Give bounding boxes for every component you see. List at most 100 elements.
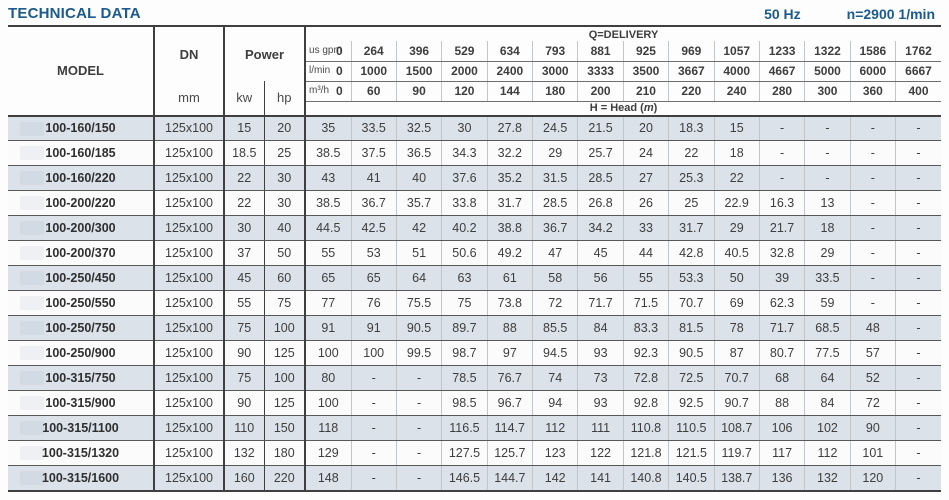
head-value-cell: - bbox=[849, 240, 896, 266]
table-header: MODEL DN Power Q=DELIVERY us gpm0 264 396 5… bbox=[8, 26, 941, 117]
head-label-suffix: ) bbox=[653, 101, 658, 114]
model-cell: 100-250/900 bbox=[8, 340, 155, 366]
table-row: 100-200/220 125x100 22 30 38.5 36.7 35.7 33.8 31… bbox=[8, 190, 941, 216]
head-value-cell: 24 bbox=[622, 140, 669, 166]
head-value-cell: 148 bbox=[305, 465, 352, 492]
head-value-cell: 36.7 bbox=[532, 215, 578, 241]
head-value-cell: 45 bbox=[577, 240, 624, 266]
head-value-cell: 56 bbox=[577, 265, 624, 291]
head-value-cell: - bbox=[849, 165, 896, 191]
head-value-cell: 36.7 bbox=[350, 190, 397, 216]
delivery-value: 0 bbox=[336, 83, 343, 98]
head-value-cell: - bbox=[895, 115, 941, 141]
head-value-cell: 31.7 bbox=[668, 215, 715, 241]
head-value-cell: - bbox=[395, 365, 442, 391]
head-value-cell: 37.6 bbox=[441, 165, 488, 191]
head-value-cell: - bbox=[350, 365, 397, 391]
head-value-cell: 71.7 bbox=[758, 315, 805, 341]
delivery-value-cell: 400 bbox=[895, 81, 941, 102]
title-right-group: 50 Hz n=2900 1/min bbox=[764, 6, 939, 22]
table-body: 100-160/150 125x100 15 20 35 33.5 32.5 30 27.8 24… bbox=[8, 115, 941, 492]
head-value-cell: 92.3 bbox=[622, 340, 669, 366]
head-value-cell: 25.7 bbox=[577, 140, 624, 166]
head-value-cell: 16.3 bbox=[758, 190, 805, 216]
head-value-cell: 55 bbox=[305, 240, 352, 266]
head-value-cell: 98.7 bbox=[441, 340, 488, 366]
head-value-cell: 110.8 bbox=[622, 415, 669, 441]
head-value-cell: 84 bbox=[577, 315, 624, 341]
head-value-cell: 75.5 bbox=[395, 290, 442, 316]
head-value-cell: 64 bbox=[395, 265, 442, 291]
power-column-header: Power bbox=[224, 26, 307, 81]
head-value-cell: - bbox=[758, 115, 805, 141]
head-value-cell: 27.8 bbox=[486, 115, 533, 141]
kw-cell: 55 bbox=[224, 290, 265, 316]
delivery-value-cell: 4667 bbox=[758, 61, 805, 82]
delivery-value-cell: 264 bbox=[350, 41, 397, 62]
head-value-cell: 96.7 bbox=[486, 390, 533, 416]
head-value-cell: - bbox=[895, 315, 941, 341]
head-value-cell: 40 bbox=[395, 165, 442, 191]
head-value-cell: 90.5 bbox=[395, 315, 442, 341]
head-value-cell: 21.5 bbox=[577, 115, 624, 141]
dn-cell: 125x100 bbox=[154, 440, 225, 466]
head-value-cell: 27 bbox=[622, 165, 669, 191]
head-value-cell: 28.5 bbox=[532, 190, 578, 216]
kw-cell: 30 bbox=[224, 215, 265, 241]
hp-cell: 220 bbox=[264, 465, 307, 492]
delivery-value-cell: 6667 bbox=[895, 61, 941, 82]
speed-label: n=2900 1/min bbox=[846, 6, 935, 22]
head-value-cell: 98.5 bbox=[441, 390, 488, 416]
head-value-cell: 42 bbox=[395, 215, 442, 241]
head-value-cell: 26.8 bbox=[577, 190, 624, 216]
head-value-cell: 35.7 bbox=[395, 190, 442, 216]
delivery-value-cell: 793 bbox=[532, 41, 578, 62]
head-value-cell: 127.5 bbox=[441, 440, 488, 466]
hp-cell: 50 bbox=[264, 240, 307, 266]
model-cell: 100-250/750 bbox=[8, 315, 155, 341]
delivery-value-cell: 881 bbox=[577, 41, 624, 62]
head-value-cell: 112 bbox=[532, 415, 578, 441]
head-value-cell: 32.8 bbox=[758, 240, 805, 266]
head-value-cell: 100 bbox=[350, 340, 397, 366]
head-label-unit: m bbox=[643, 101, 654, 114]
head-value-cell: 136 bbox=[758, 465, 805, 492]
head-value-cell: 99.5 bbox=[395, 340, 442, 366]
frequency-label: 50 Hz bbox=[764, 6, 801, 22]
model-cell: 100-200/370 bbox=[8, 240, 155, 266]
head-value-cell: 141 bbox=[577, 465, 624, 492]
head-value-cell: 41 bbox=[350, 165, 397, 191]
dn-cell: 125x100 bbox=[154, 315, 225, 341]
delivery-value-cell: 144 bbox=[486, 81, 533, 102]
head-value-cell: 70.7 bbox=[713, 365, 760, 391]
head-value-cell: 48 bbox=[849, 315, 896, 341]
head-value-cell: 31.7 bbox=[486, 190, 533, 216]
head-value-cell: 125.7 bbox=[486, 440, 533, 466]
kw-cell: 22 bbox=[224, 165, 265, 191]
dn-cell: 125x100 bbox=[154, 265, 225, 291]
delivery-value-cell: 925 bbox=[622, 41, 669, 62]
delivery-value-cell: 90 bbox=[395, 81, 442, 102]
head-value-cell: 22 bbox=[713, 165, 760, 191]
model-cell: 100-315/1100 bbox=[8, 415, 155, 441]
head-value-cell: 71.5 bbox=[622, 290, 669, 316]
head-value-cell: 78 bbox=[713, 315, 760, 341]
kw-cell: 37 bbox=[224, 240, 265, 266]
delivery-value-cell: 3000 bbox=[532, 61, 578, 82]
unit-row-m3h: mm kw hp m³/h 0 60 90 120 144 180 200 210 220 240 2… bbox=[8, 81, 941, 117]
table-row: 100-315/1100 125x100 110 150 118- -116.5 114.7… bbox=[8, 415, 941, 441]
head-value-cell: - bbox=[350, 465, 397, 492]
kw-cell: 160 bbox=[224, 465, 265, 492]
head-value-cell: 84 bbox=[804, 390, 851, 416]
technical-data-table: MODEL DN Power Q=DELIVERY us gpm0 264 396 5… bbox=[8, 25, 941, 492]
hp-cell: 25 bbox=[264, 140, 307, 166]
head-value-cell: 91 bbox=[305, 315, 352, 341]
head-value-cell: 73 bbox=[577, 365, 624, 391]
delivery-value-cell: 6000 bbox=[849, 61, 896, 82]
delivery-value-cell: 1586 bbox=[849, 41, 896, 62]
head-value-cell: 90.5 bbox=[668, 340, 715, 366]
delivery-value-cell: 60 bbox=[350, 81, 397, 102]
head-value-cell: 77.5 bbox=[804, 340, 851, 366]
delivery-value-cell: 1500 bbox=[395, 61, 442, 82]
